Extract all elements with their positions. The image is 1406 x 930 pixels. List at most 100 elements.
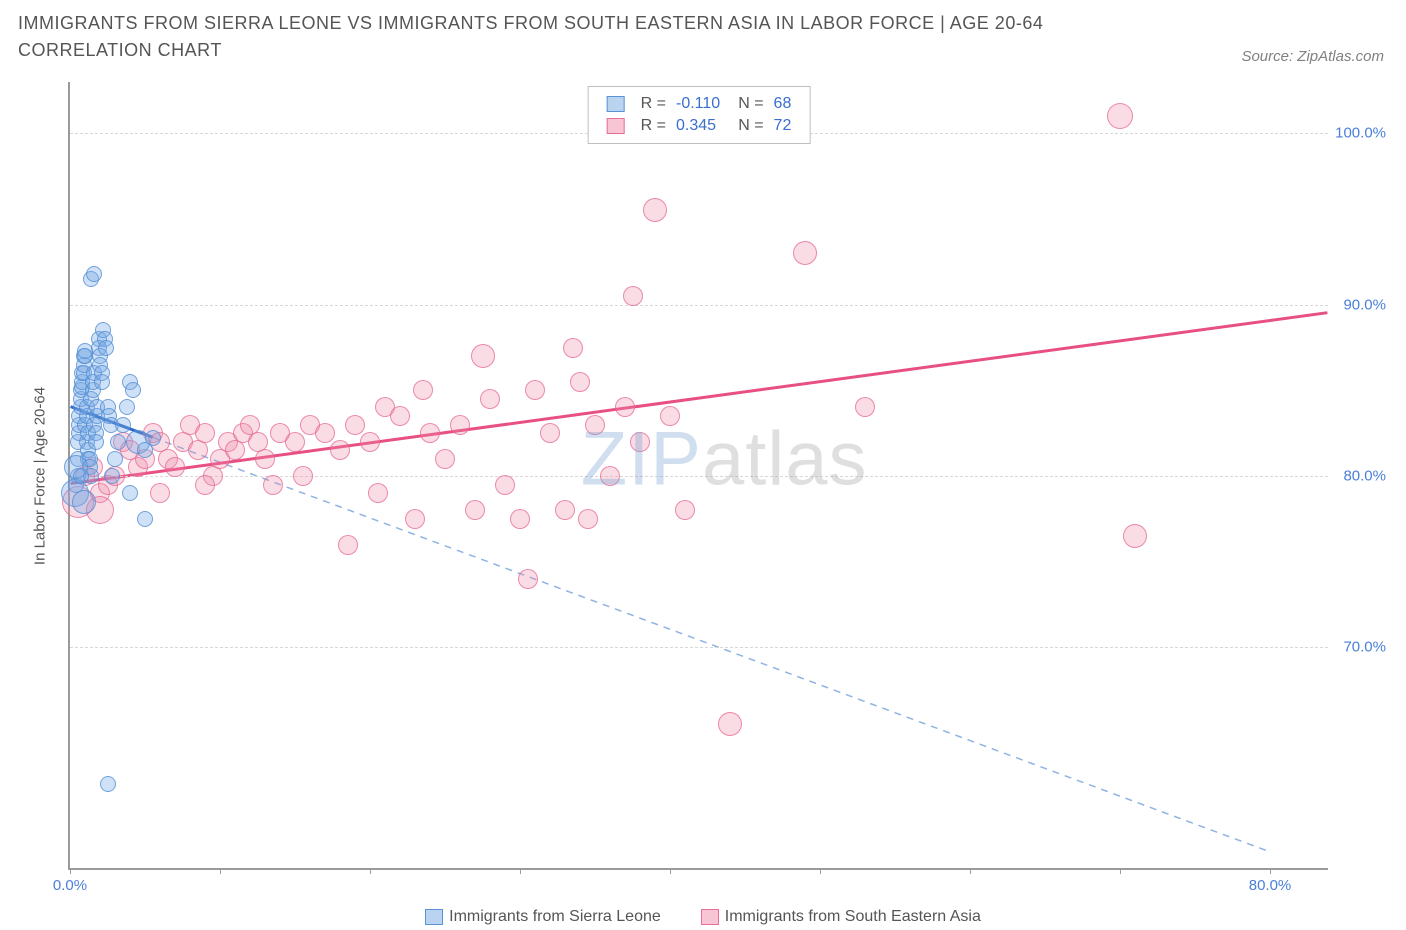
scatter-point [150, 483, 170, 503]
x-tick [1270, 868, 1271, 874]
scatter-point [615, 397, 635, 417]
legend-swatch [607, 96, 625, 112]
x-tick-label: 80.0% [1249, 877, 1292, 894]
legend-item: Immigrants from Sierra Leone [425, 908, 661, 925]
trend-lines [70, 82, 1328, 868]
scatter-point [125, 382, 141, 398]
scatter-point [390, 406, 410, 426]
scatter-point [98, 340, 114, 356]
legend-label: Immigrants from Sierra Leone [449, 908, 661, 925]
scatter-point [122, 485, 138, 501]
scatter-point [465, 500, 485, 520]
x-tick [970, 868, 971, 874]
scatter-point [540, 423, 560, 443]
x-tick [520, 868, 521, 874]
scatter-point [94, 374, 110, 390]
scatter-point [855, 397, 875, 417]
scatter-point [195, 423, 215, 443]
scatter-point [510, 509, 530, 529]
scatter-point [570, 372, 590, 392]
scatter-point [86, 266, 102, 282]
scatter-point [293, 466, 313, 486]
legend-n-label: N = [726, 94, 767, 114]
scatter-point [623, 286, 643, 306]
scatter-point [578, 509, 598, 529]
x-tick-label: 0.0% [53, 877, 87, 894]
scatter-point [100, 776, 116, 792]
scatter-point [165, 457, 185, 477]
scatter-point [495, 475, 515, 495]
scatter-point [263, 475, 283, 495]
scatter-point [338, 535, 358, 555]
scatter-point [255, 449, 275, 469]
scatter-point [585, 415, 605, 435]
scatter-point [115, 417, 131, 433]
scatter-point [345, 415, 365, 435]
scatter-point [643, 198, 667, 222]
scatter-point [525, 380, 545, 400]
legend-stats: R =-0.110N =68R =0.345N =72 [588, 86, 811, 144]
scatter-point [195, 475, 215, 495]
x-tick [70, 868, 71, 874]
x-tick [1120, 868, 1121, 874]
scatter-point [413, 380, 433, 400]
scatter-point [360, 432, 380, 452]
legend-n-label: N = [726, 116, 767, 136]
scatter-point [718, 712, 742, 736]
scatter-point [420, 423, 440, 443]
x-tick [820, 868, 821, 874]
scatter-point [435, 449, 455, 469]
scatter-point [1123, 524, 1147, 548]
scatter-point [137, 511, 153, 527]
legend-n-value: 68 [770, 94, 796, 114]
scatter-point [72, 490, 96, 514]
y-tick-label: 80.0% [1343, 468, 1386, 485]
legend-stat-row: R =0.345N =72 [603, 116, 796, 136]
y-tick-label: 90.0% [1343, 296, 1386, 313]
scatter-point [88, 434, 104, 450]
scatter-point [368, 483, 388, 503]
scatter-point [555, 500, 575, 520]
scatter-point [480, 389, 500, 409]
scatter-point [1107, 103, 1133, 129]
watermark-atlas: atlas [702, 417, 868, 502]
scatter-point [793, 241, 817, 265]
legend-r-value: -0.110 [672, 94, 724, 114]
scatter-point [188, 440, 208, 460]
legend-stat-row: R =-0.110N =68 [603, 94, 796, 114]
plot-region: ZIPatlas R =-0.110N =68R =0.345N =72 70.… [68, 82, 1328, 870]
scatter-point [119, 399, 135, 415]
legend-r-value: 0.345 [672, 116, 724, 136]
gridline [70, 305, 1328, 306]
scatter-point [110, 434, 126, 450]
legend-swatch [607, 118, 625, 134]
x-tick [670, 868, 671, 874]
scatter-point [600, 466, 620, 486]
x-tick [220, 868, 221, 874]
x-tick [370, 868, 371, 874]
y-tick-label: 70.0% [1343, 639, 1386, 656]
gridline [70, 647, 1328, 648]
legend-swatch [701, 909, 719, 925]
scatter-point [518, 569, 538, 589]
legend-r-label: R = [637, 94, 670, 114]
legend-swatch [425, 909, 443, 925]
scatter-point [107, 451, 123, 467]
chart-area: In Labor Force | Age 20-64 ZIPatlas R =-… [44, 82, 1384, 870]
scatter-point [225, 440, 245, 460]
scatter-point [660, 406, 680, 426]
gridline [70, 476, 1328, 477]
legend-r-label: R = [637, 116, 670, 136]
source-label: Source: ZipAtlas.com [1241, 48, 1384, 65]
legend-item: Immigrants from South Eastern Asia [701, 908, 981, 925]
legend-label: Immigrants from South Eastern Asia [725, 908, 981, 925]
scatter-point [104, 468, 120, 484]
scatter-point [145, 430, 161, 446]
y-tick-label: 100.0% [1335, 125, 1386, 142]
scatter-point [675, 500, 695, 520]
scatter-point [73, 468, 89, 484]
scatter-point [405, 509, 425, 529]
watermark: ZIPatlas [581, 416, 868, 503]
y-axis-label: In Labor Force | Age 20-64 [32, 387, 49, 565]
scatter-point [630, 432, 650, 452]
